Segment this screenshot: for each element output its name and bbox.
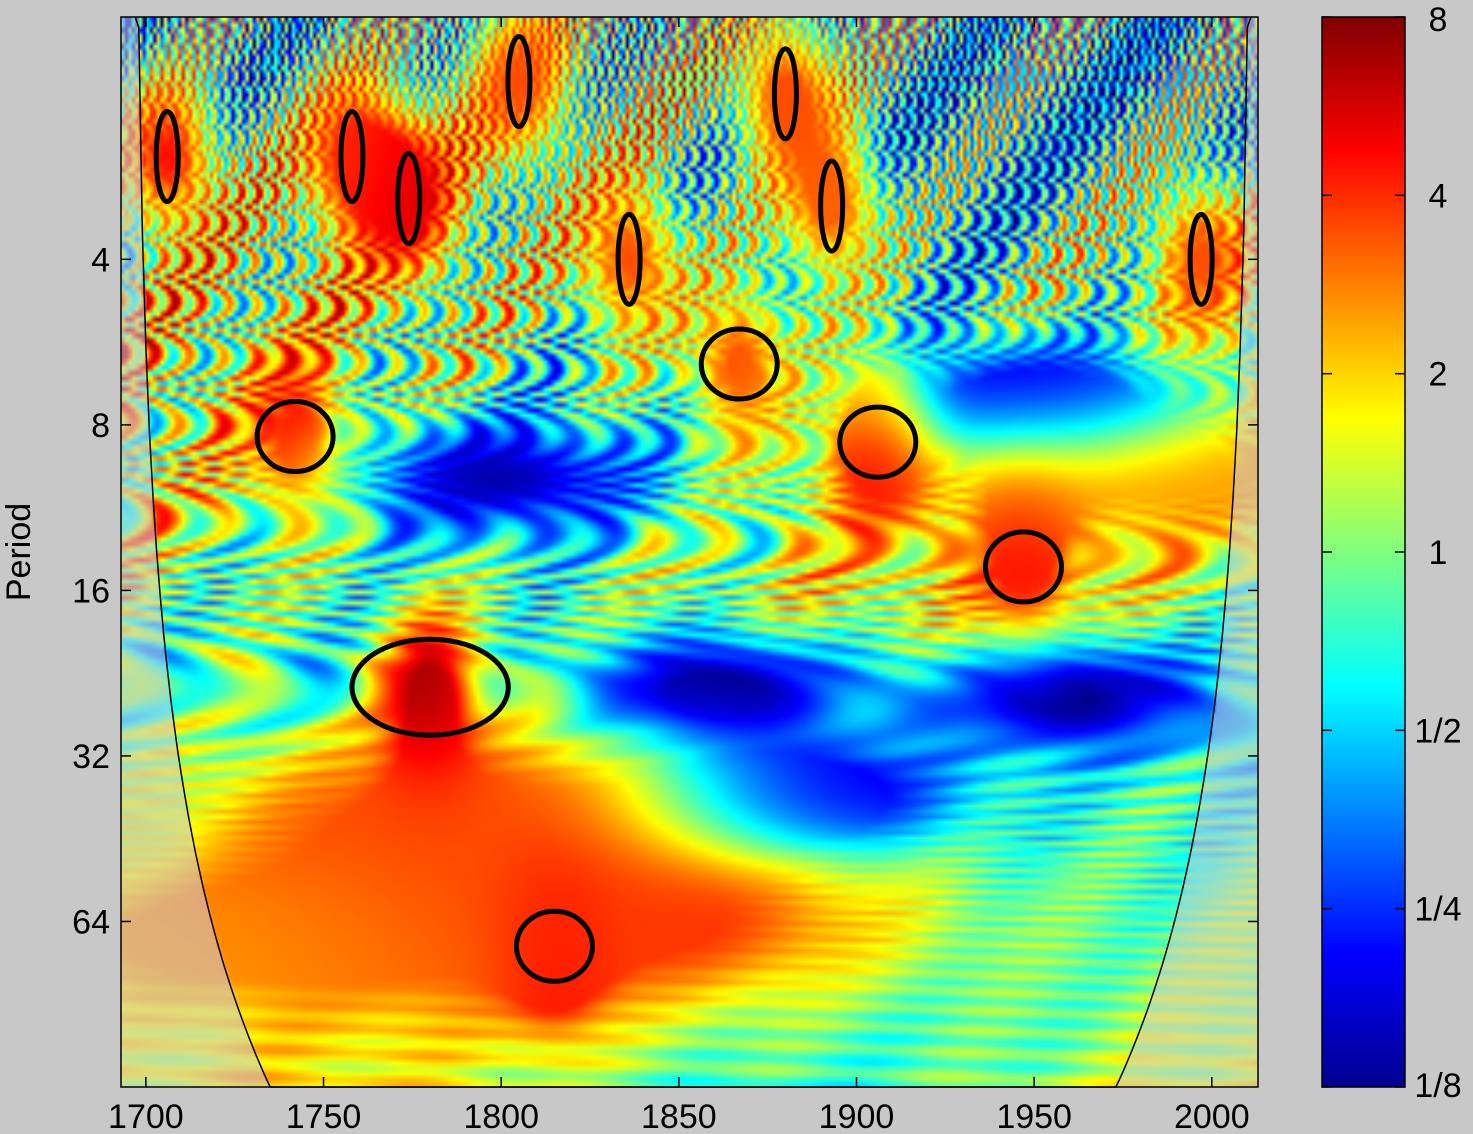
colorbar: 1/8 1/4 1/2 1 2 4 8 [1321, 1, 1462, 1105]
x-axis: 1700 1750 1800 1850 1900 1950 2000 [108, 17, 1250, 1134]
significance-contour [837, 404, 919, 480]
significance-contour [615, 211, 643, 307]
plot-area [120, 16, 1259, 1088]
y-axis: 4 8 16 32 64 [72, 241, 1258, 941]
significance-contour [818, 158, 846, 254]
significance-contour [982, 529, 1064, 605]
colorbar-tick-label: 1/4 [1414, 891, 1461, 929]
significance-contour [153, 108, 181, 204]
x-tick-label: 1900 [819, 1098, 895, 1134]
colorbar-tick-label: 1/2 [1414, 712, 1461, 750]
colorbar-ticks: 1/8 1/4 1/2 1 2 4 8 [1322, 1, 1462, 1105]
y-tick-label: 64 [72, 903, 110, 941]
significance-contour [505, 34, 533, 130]
colorbar-gradient [1321, 16, 1406, 1088]
significance-contour [254, 399, 336, 475]
significance-contour [349, 636, 511, 738]
x-tick-label: 1850 [641, 1098, 717, 1134]
plot-frame [120, 16, 1259, 1088]
colorbar-tick-label: 8 [1429, 1, 1448, 39]
x-tick-label: 1800 [463, 1098, 539, 1134]
colorbar-tick-label: 4 [1429, 177, 1448, 215]
colorbar-tick-label: 1 [1429, 534, 1448, 572]
wavelet-heatmap [121, 17, 1258, 1087]
colorbar-tick-label: 1/8 [1414, 1067, 1461, 1105]
x-tick-label: 1950 [996, 1098, 1072, 1134]
significance-contour [1187, 211, 1215, 307]
y-axis-title: Period [0, 503, 38, 601]
y-tick-label: 4 [91, 241, 110, 279]
significance-contour [698, 326, 780, 402]
y-tick-label: 32 [72, 738, 110, 776]
significance-contour [513, 908, 595, 984]
significance-contour [771, 46, 799, 142]
significance-contour [395, 150, 423, 246]
y-tick-label: 16 [72, 572, 110, 610]
significance-contours [153, 34, 1215, 984]
y-tick-label: 8 [91, 407, 110, 445]
significance-contour [338, 108, 366, 204]
colorbar-tick-label: 2 [1429, 356, 1448, 394]
x-tick-label: 1700 [108, 1098, 184, 1134]
x-tick-label: 2000 [1174, 1098, 1250, 1134]
x-tick-label: 1750 [286, 1098, 362, 1134]
